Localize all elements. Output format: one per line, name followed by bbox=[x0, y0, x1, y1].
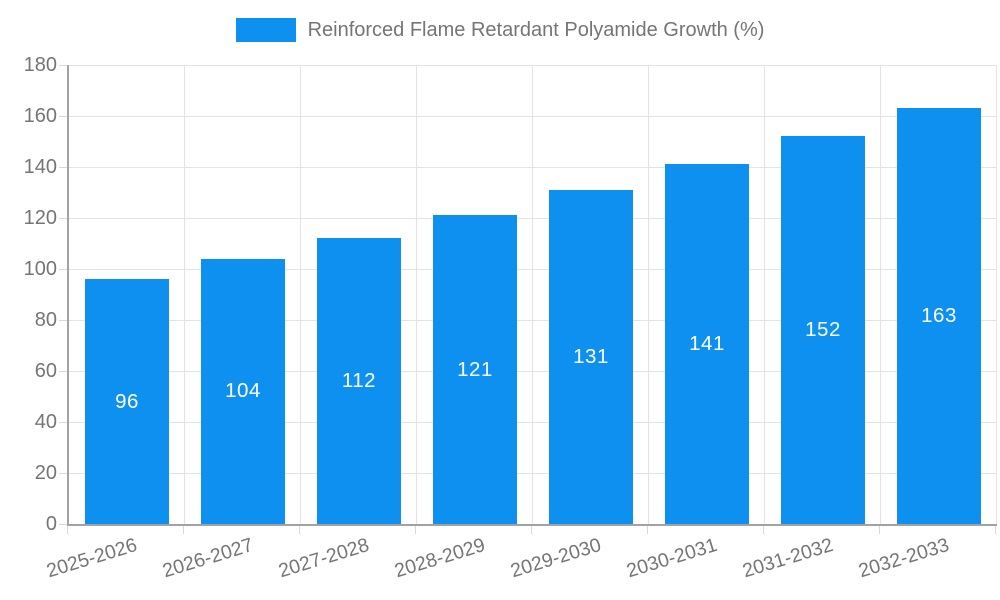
y-axis-tick-label: 160 bbox=[23, 105, 57, 127]
x-axis-tick bbox=[415, 526, 416, 534]
x-axis-tick bbox=[879, 526, 880, 534]
bar: 104 bbox=[201, 258, 285, 524]
y-axis-tick-label: 40 bbox=[34, 411, 57, 433]
y-axis-tick bbox=[59, 320, 67, 321]
horizontal-gridline bbox=[69, 65, 997, 66]
horizontal-gridline bbox=[69, 116, 997, 117]
bar: 131 bbox=[549, 189, 633, 524]
y-axis-tick-label: 80 bbox=[34, 309, 57, 331]
horizontal-gridline bbox=[69, 371, 997, 372]
bar: 96 bbox=[85, 279, 169, 524]
y-axis-tick bbox=[59, 371, 67, 372]
y-axis-tick bbox=[59, 473, 67, 474]
y-axis-tick-label: 60 bbox=[34, 360, 57, 382]
horizontal-gridline bbox=[69, 473, 997, 474]
bar-value-label: 141 bbox=[689, 332, 725, 356]
x-axis-tick-label: 2026-2027 bbox=[159, 534, 256, 583]
x-axis-tick-label: 2031-2032 bbox=[739, 534, 836, 583]
bar-value-label: 152 bbox=[805, 318, 841, 342]
horizontal-gridline bbox=[69, 167, 997, 168]
y-axis-tick-label: 120 bbox=[23, 207, 57, 229]
x-axis-tick bbox=[183, 526, 184, 534]
horizontal-gridline bbox=[69, 422, 997, 423]
y-axis-tick bbox=[59, 422, 67, 423]
y-axis-tick-label: 0 bbox=[45, 513, 57, 535]
y-axis-tick bbox=[59, 116, 67, 117]
legend-swatch bbox=[235, 18, 296, 42]
bar-value-label: 112 bbox=[341, 369, 377, 393]
vertical-gridline bbox=[880, 65, 881, 524]
vertical-gridline bbox=[532, 65, 533, 524]
x-axis-tick bbox=[531, 526, 532, 534]
x-axis-tick-label: 2029-2030 bbox=[507, 534, 604, 583]
x-axis-tick-label: 2032-2033 bbox=[855, 534, 952, 583]
y-axis-tick bbox=[59, 167, 67, 168]
legend-label: Reinforced Flame Retardant Polyamide Gro… bbox=[307, 19, 765, 41]
y-axis-tick bbox=[59, 218, 67, 219]
y-axis-tick-label: 20 bbox=[34, 462, 57, 484]
vertical-gridline bbox=[184, 65, 185, 524]
x-axis-tick bbox=[299, 526, 300, 534]
bar-value-label: 96 bbox=[115, 389, 139, 413]
y-axis-tick bbox=[59, 65, 67, 66]
x-axis-tick-label: 2028-2029 bbox=[391, 534, 488, 583]
vertical-gridline bbox=[300, 65, 301, 524]
x-axis-tick bbox=[995, 526, 996, 534]
x-axis-tick bbox=[763, 526, 764, 534]
horizontal-gridline bbox=[69, 269, 997, 270]
y-axis-tick-label: 140 bbox=[23, 156, 57, 178]
y-axis-tick bbox=[59, 269, 67, 270]
vertical-gridline bbox=[416, 65, 417, 524]
bar-value-label: 131 bbox=[573, 344, 609, 368]
bar: 163 bbox=[897, 108, 981, 524]
bar: 152 bbox=[781, 136, 865, 524]
horizontal-gridline bbox=[69, 320, 997, 321]
x-axis-tick-label: 2025-2026 bbox=[43, 534, 140, 583]
bar-value-label: 121 bbox=[457, 357, 493, 381]
bar: 112 bbox=[317, 238, 401, 524]
y-axis-tick-label: 100 bbox=[23, 258, 57, 280]
bar-value-label: 104 bbox=[225, 379, 261, 403]
y-axis-tick bbox=[59, 524, 67, 525]
x-axis-tick-label: 2030-2031 bbox=[623, 534, 720, 583]
plot-area: 96 104 112 121 131 141 152 163 bbox=[67, 65, 997, 526]
vertical-gridline bbox=[648, 65, 649, 524]
vertical-gridline bbox=[764, 65, 765, 524]
vertical-gridline bbox=[996, 65, 997, 524]
bar-value-label: 163 bbox=[921, 304, 957, 328]
horizontal-gridline bbox=[69, 218, 997, 219]
y-axis-tick-label: 180 bbox=[23, 54, 57, 76]
chart-legend[interactable]: Reinforced Flame Retardant Polyamide Gro… bbox=[0, 18, 1000, 42]
bar: 121 bbox=[433, 215, 517, 524]
x-axis-tick bbox=[67, 526, 68, 534]
x-axis-tick bbox=[647, 526, 648, 534]
bar: 141 bbox=[665, 164, 749, 524]
x-axis-tick-label: 2027-2028 bbox=[275, 534, 372, 583]
